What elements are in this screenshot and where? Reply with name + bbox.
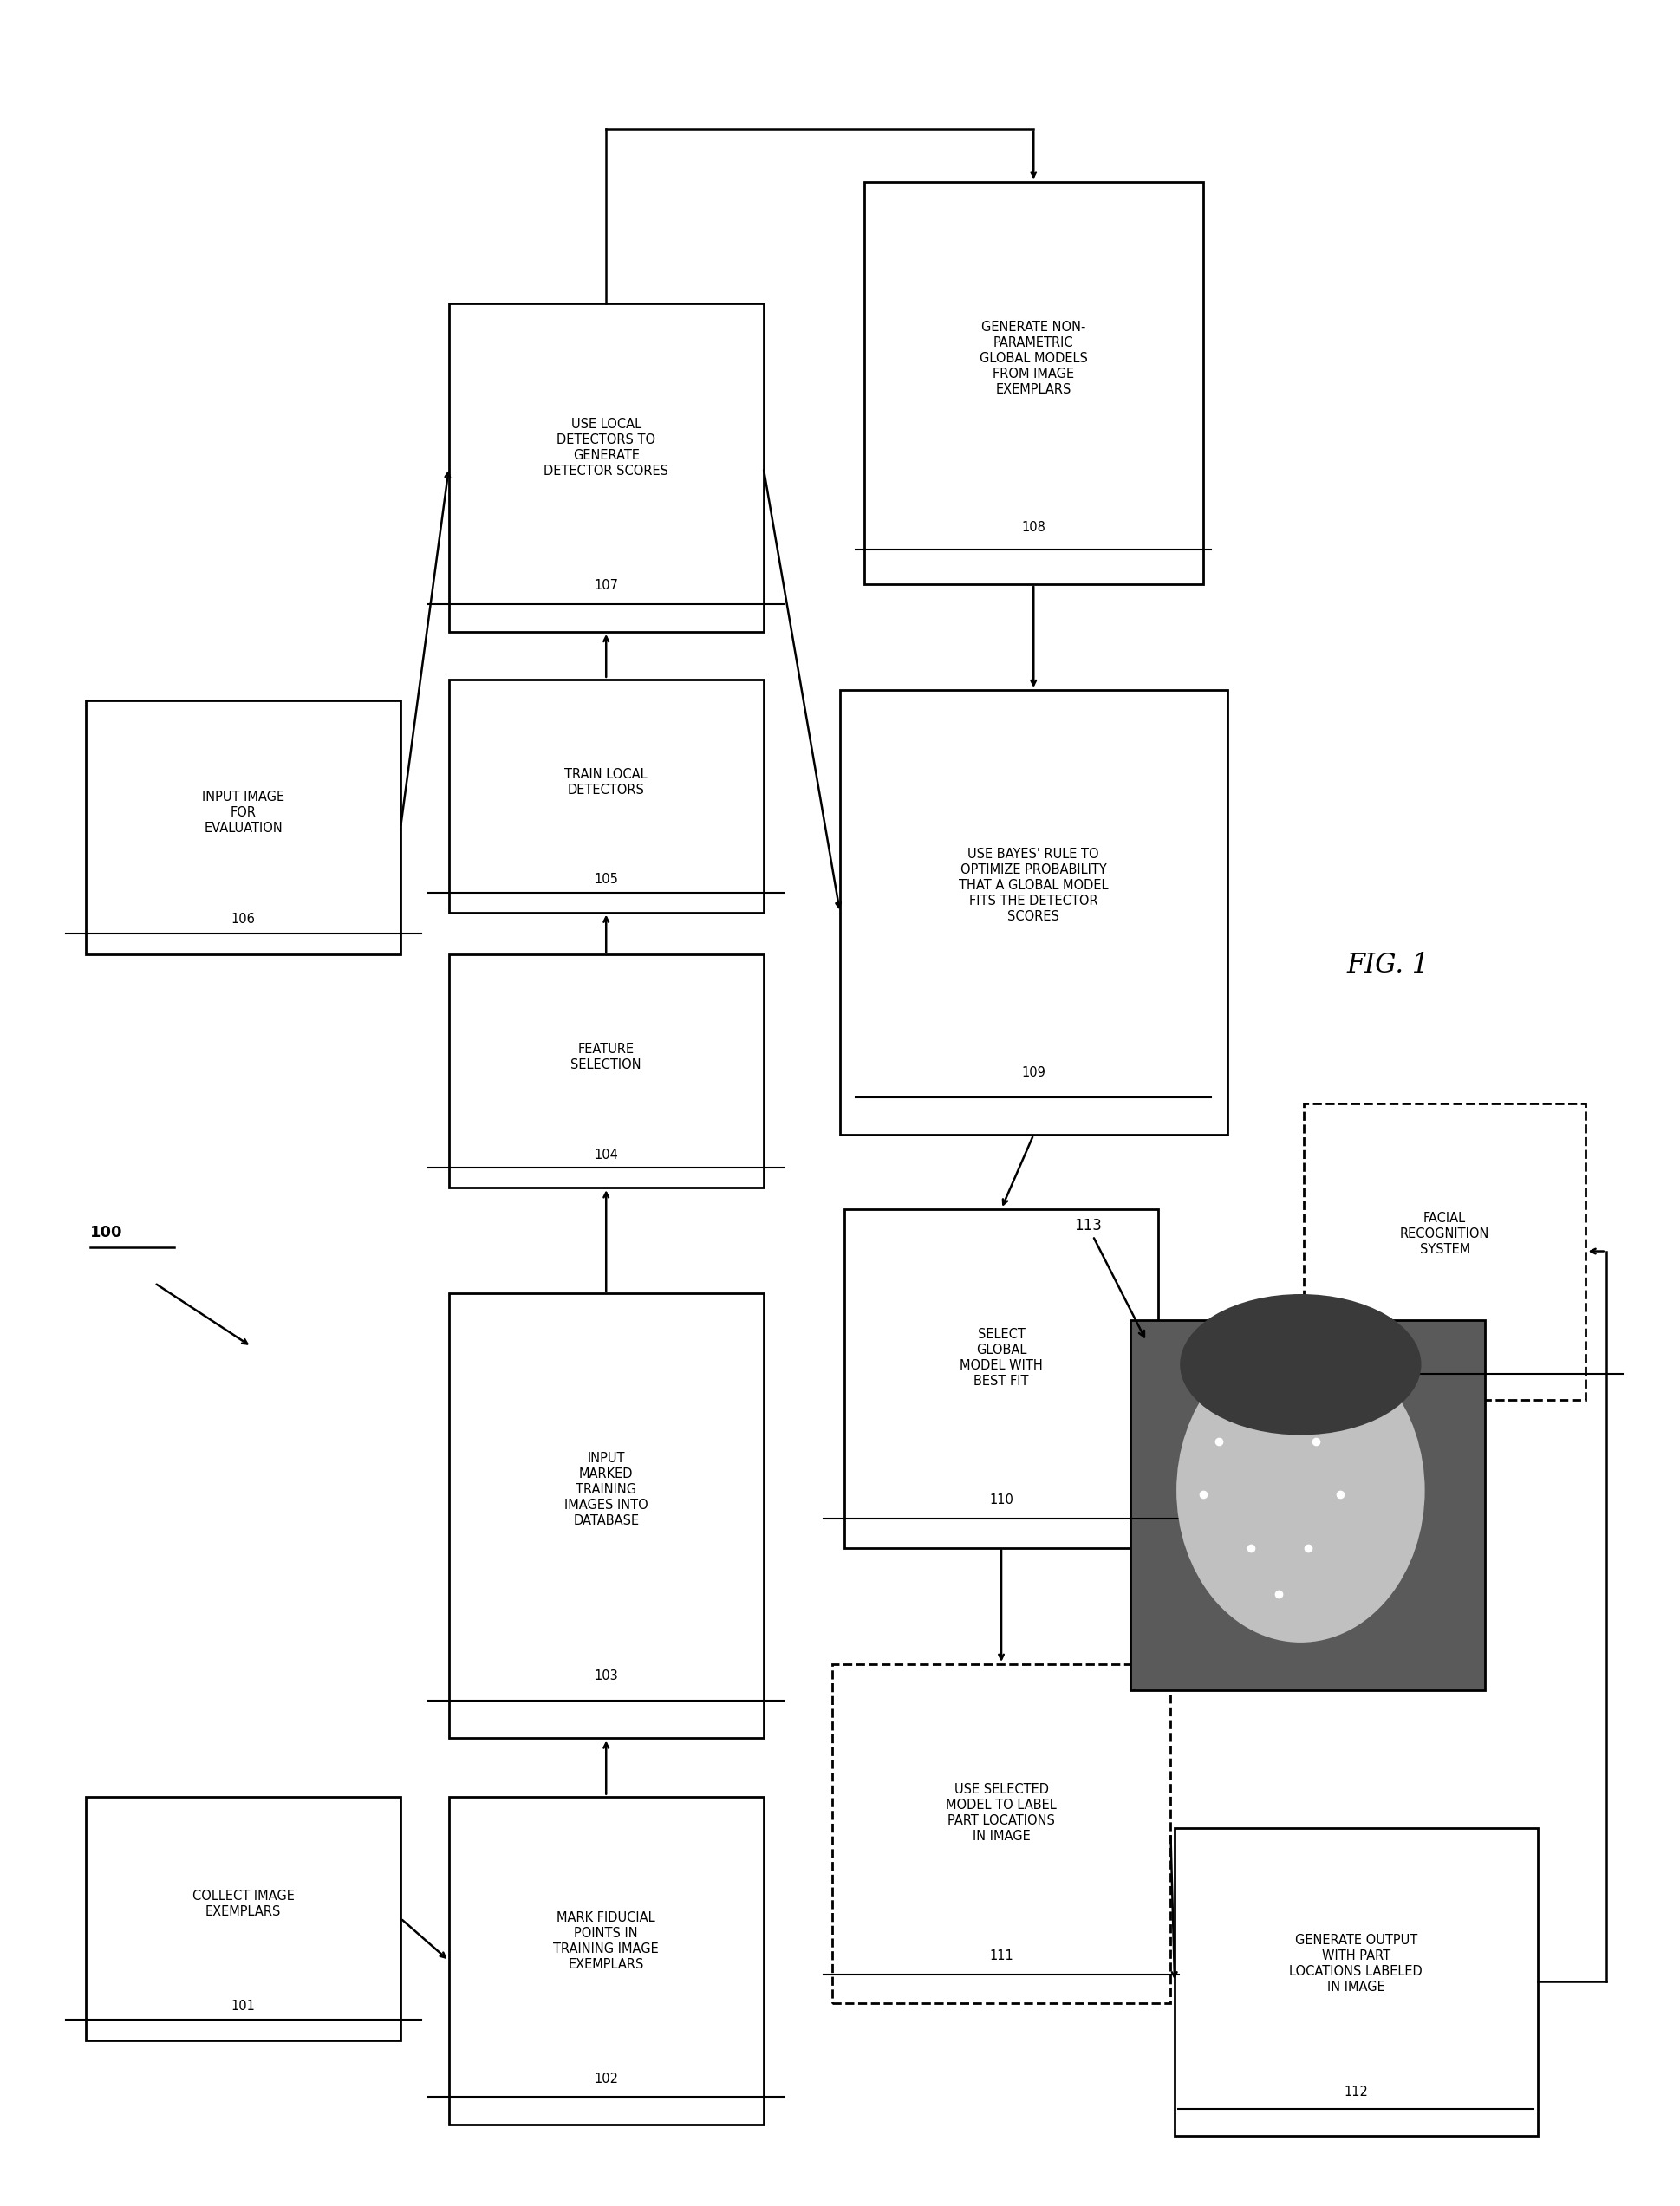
Bar (449, 1293, 763, 1738)
Bar (449, 304, 763, 631)
Text: 109: 109 (1021, 1065, 1045, 1079)
Text: 112: 112 (1344, 2087, 1368, 2098)
Bar (1174, 1829, 1537, 2135)
Bar (832, 1663, 1171, 2003)
Bar (843, 1209, 1159, 1549)
Text: 114: 114 (1433, 1352, 1457, 1366)
Text: FACIAL
RECOGNITION
SYSTEM: FACIAL RECOGNITION SYSTEM (1399, 1211, 1490, 1255)
Bar (449, 955, 763, 1187)
Text: 104: 104 (595, 1149, 618, 1163)
Text: FIG. 1: FIG. 1 (1347, 953, 1430, 979)
Text: USE BAYES' RULE TO
OPTIMIZE PROBABILITY
THAT A GLOBAL MODEL
FITS THE DETECTOR
SC: USE BAYES' RULE TO OPTIMIZE PROBABILITY … (959, 847, 1109, 924)
Text: 111: 111 (990, 1950, 1013, 1961)
Bar (1304, 1103, 1586, 1399)
Bar (449, 679, 763, 913)
Text: FEATURE
SELECTION: FEATURE SELECTION (571, 1043, 642, 1072)
Bar (86, 1796, 400, 2041)
Text: SELECT
GLOBAL
MODEL WITH
BEST FIT: SELECT GLOBAL MODEL WITH BEST FIT (959, 1328, 1043, 1388)
Text: COLLECT IMAGE
EXEMPLARS: COLLECT IMAGE EXEMPLARS (192, 1888, 294, 1917)
Text: 108: 108 (1021, 521, 1045, 534)
Bar (840, 690, 1226, 1134)
Text: 105: 105 (595, 874, 618, 887)
Text: 110: 110 (990, 1493, 1013, 1507)
Text: 107: 107 (595, 580, 618, 593)
Text: MARK FIDUCIAL
POINTS IN
TRAINING IMAGE
EXEMPLARS: MARK FIDUCIAL POINTS IN TRAINING IMAGE E… (553, 1910, 659, 1970)
Bar (449, 1796, 763, 2124)
Ellipse shape (1179, 1295, 1421, 1434)
Bar (86, 702, 400, 955)
Text: GENERATE NON-
PARAMETRIC
GLOBAL MODELS
FROM IMAGE
EXEMPLARS: GENERATE NON- PARAMETRIC GLOBAL MODELS F… (979, 322, 1087, 397)
Ellipse shape (1176, 1339, 1425, 1643)
Text: USE SELECTED
MODEL TO LABEL
PART LOCATIONS
IN IMAGE: USE SELECTED MODEL TO LABEL PART LOCATIO… (946, 1782, 1057, 1844)
Bar (1131, 1319, 1485, 1690)
Text: 106: 106 (232, 913, 255, 927)
Text: INPUT IMAGE
FOR
EVALUATION: INPUT IMAGE FOR EVALUATION (202, 790, 284, 834)
Text: 113: 113 (1074, 1218, 1144, 1337)
Text: TRAIN LOCAL
DETECTORS: TRAIN LOCAL DETECTORS (564, 768, 647, 796)
Text: 102: 102 (595, 2071, 618, 2085)
Bar (864, 181, 1203, 585)
Text: INPUT
MARKED
TRAINING
IMAGES INTO
DATABASE: INPUT MARKED TRAINING IMAGES INTO DATABA… (564, 1452, 648, 1527)
Text: USE LOCAL
DETECTORS TO
GENERATE
DETECTOR SCORES: USE LOCAL DETECTORS TO GENERATE DETECTOR… (544, 419, 669, 479)
Text: 100: 100 (91, 1224, 123, 1240)
Text: 101: 101 (232, 1999, 255, 2012)
Text: 103: 103 (595, 1670, 618, 1683)
Text: GENERATE OUTPUT
WITH PART
LOCATIONS LABELED
IN IMAGE: GENERATE OUTPUT WITH PART LOCATIONS LABE… (1290, 1932, 1423, 1994)
